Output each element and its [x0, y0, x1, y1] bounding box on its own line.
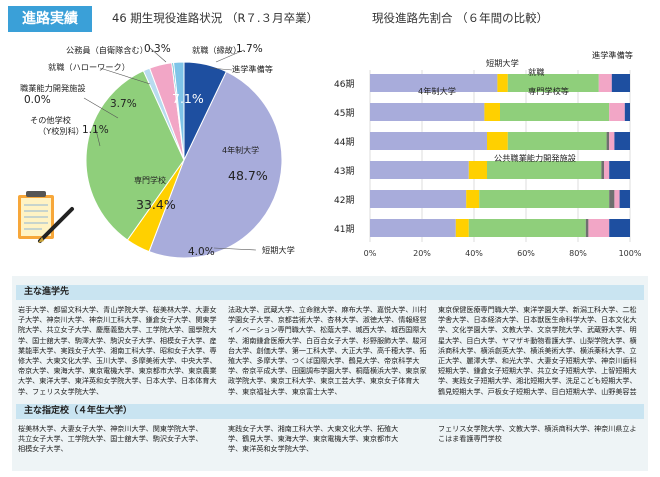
- bar-chart: 0% 20% 40% 60% 80% 100% 46期 45期 44期 43期 42期 41期: [330, 64, 642, 258]
- pie-pct-univ: 48.7%: [228, 168, 268, 183]
- bar-x-tick-label: 80%: [569, 249, 587, 258]
- bar-label-junior: 短期大学: [486, 58, 519, 68]
- bar-segment: [611, 74, 630, 92]
- bar-segment: [609, 219, 630, 237]
- bar-category-label: 45期: [334, 108, 354, 119]
- section-badge: 進路実績: [8, 6, 92, 32]
- pie-pct-civil-servant: 0.3%: [144, 43, 171, 55]
- pie-leader-line: [209, 67, 233, 71]
- pie-label-employment-hw: 就職（ハローワーク）: [48, 62, 130, 72]
- pie-pct-employment-hw: 3.7%: [110, 98, 137, 110]
- main-destinations-heading: 主な進学先: [16, 285, 644, 300]
- pie-leader-line: [83, 97, 119, 119]
- pie-chart: [83, 47, 283, 259]
- bar-label-univ: 4年制大学: [418, 86, 456, 96]
- bar-label-public: 公共職業能力開発施設: [494, 153, 576, 163]
- pie-label-civil-servant: 公務員（自衛隊含む）: [66, 45, 148, 55]
- designated-col-2: 実践女子大学、湘南工科大学、大東文化大学、拓殖大学、鶴見大学、東海大学、東京電機…: [228, 424, 399, 454]
- notepad-pen-icon: [18, 191, 74, 243]
- pie-pct-junior: 4.0%: [188, 246, 215, 258]
- bar-segment: [609, 103, 625, 121]
- bar-segment: [487, 161, 602, 179]
- bar-segment: [479, 190, 610, 208]
- bar-segment: [614, 190, 620, 208]
- main-destinations-col-1: 岩手大学、都留文科大学、青山学院大学、桜美林大学、大妻女子大学、神奈川大学、神奈…: [18, 305, 217, 396]
- bar-x-tick-label: 0%: [364, 249, 377, 258]
- bar-segment: [466, 190, 480, 208]
- pie-slice-0: [148, 70, 283, 259]
- bar-segment: [370, 190, 467, 208]
- pie-leader-line: [149, 47, 167, 63]
- bar-segment: [455, 219, 469, 237]
- bar-segment: [370, 219, 456, 237]
- pie-leader-line: [99, 67, 151, 85]
- pie-label-vocational: 専門学校: [134, 176, 166, 185]
- bar-segment: [507, 132, 607, 150]
- pie-pct-public-training: 0.0%: [24, 94, 51, 106]
- bar-segment: [468, 219, 586, 237]
- bar-segment: [598, 74, 612, 92]
- bar-segment: [484, 103, 500, 121]
- pie-leader-line: [215, 49, 245, 63]
- bar-segment: [370, 103, 485, 121]
- bar-segment: [609, 132, 615, 150]
- bar-x-tick-label: 40%: [465, 249, 483, 258]
- bar-category-label: 42期: [334, 195, 354, 206]
- pie-label-other-school: その他学校: [30, 115, 71, 125]
- bar-category-label: 46期: [334, 79, 354, 90]
- designated-col-1: 桜美林大学、大妻女子大学、神奈川大学、関東学院大学、共立女子大学、工学院大学、国…: [18, 424, 203, 454]
- bar-segment: [614, 132, 630, 150]
- bar-label-vocational: 専門学校等: [528, 86, 569, 96]
- bar-segment: [468, 161, 487, 179]
- bar-x-tick-label: 20%: [413, 249, 431, 258]
- pie-leader-line: [213, 247, 257, 251]
- bar-segment: [604, 161, 610, 179]
- bar-segment: [601, 161, 604, 179]
- designated-schools-heading: 主な指定校（４年生大学）: [16, 404, 644, 419]
- pie-label-junior: 短期大学: [262, 245, 295, 255]
- bar-segment: [370, 74, 498, 92]
- pie-leader-line: [95, 129, 101, 147]
- bar-segment: [487, 132, 508, 150]
- pie-label-other-school-sub: （Y校別科）: [38, 126, 84, 136]
- main-destinations-col-3: 東京保健医療専門職大学、東洋学園大学、新潟工科大学、二松学舎大学、日本経済大学、…: [438, 305, 637, 397]
- bar-segment: [585, 219, 589, 237]
- bar-category-label: 43期: [334, 166, 354, 177]
- bar-label-employment: 就職: [528, 67, 545, 77]
- bar-segment: [609, 161, 630, 179]
- pie-label-public-training: 職業能力開発施設: [20, 83, 86, 93]
- bar-category-label: 41期: [334, 224, 354, 235]
- bar-x-tick-label: 60%: [517, 249, 535, 258]
- main-destinations-col-2: 法政大学、武蔵大学、立命館大学、麻布大学、嘉悦大学、川村学園女子大学、京都芸術大…: [228, 305, 427, 396]
- bar-category-label: 44期: [334, 137, 354, 148]
- bar-segment: [606, 132, 610, 150]
- pie-pct-employment-direct: 1.7%: [236, 43, 263, 55]
- pie-label-employment-direct: 就職（縁故）: [192, 45, 242, 55]
- bar-segment: [370, 132, 487, 150]
- pie-chart-title: 46 期生現役進路状況 （R７.３月卒業）: [112, 11, 319, 25]
- bar-segment: [370, 161, 469, 179]
- designated-col-3: フェリス女学院大学、文教大学、横浜商科大学、神奈川県立よこはま看護専門学校: [438, 424, 637, 444]
- pie-pct-other-school: 1.1%: [82, 124, 109, 136]
- bar-label-preparation: 進学準備等: [592, 50, 633, 60]
- bar-segment: [609, 190, 615, 208]
- bar-segment: [507, 74, 599, 92]
- bar-x-tick-label: 100%: [619, 249, 642, 258]
- bar-segment: [500, 103, 610, 121]
- pie-label-univ: 4年制大学: [222, 146, 260, 155]
- pie-pct-preparation: 7.1%: [172, 91, 204, 106]
- bar-segment: [624, 103, 630, 121]
- bar-segment: [588, 219, 610, 237]
- pie-slice-8: [183, 61, 227, 161]
- pie-slice-2: [85, 70, 185, 241]
- bar-segment: [497, 74, 508, 92]
- bar-segment: [619, 190, 630, 208]
- pie-label-preparation: 進学準備等: [232, 64, 273, 74]
- destinations-panel: 主な進学先 岩手大学、都留文科大学、青山学院大学、桜美林大学、大妻女子大学、神奈…: [12, 276, 648, 471]
- bar-plot-background: [330, 64, 636, 244]
- bar-chart-title: 現役進路先割合 （６年間の比較）: [372, 11, 549, 25]
- pie-pct-vocational: 33.4%: [136, 197, 176, 212]
